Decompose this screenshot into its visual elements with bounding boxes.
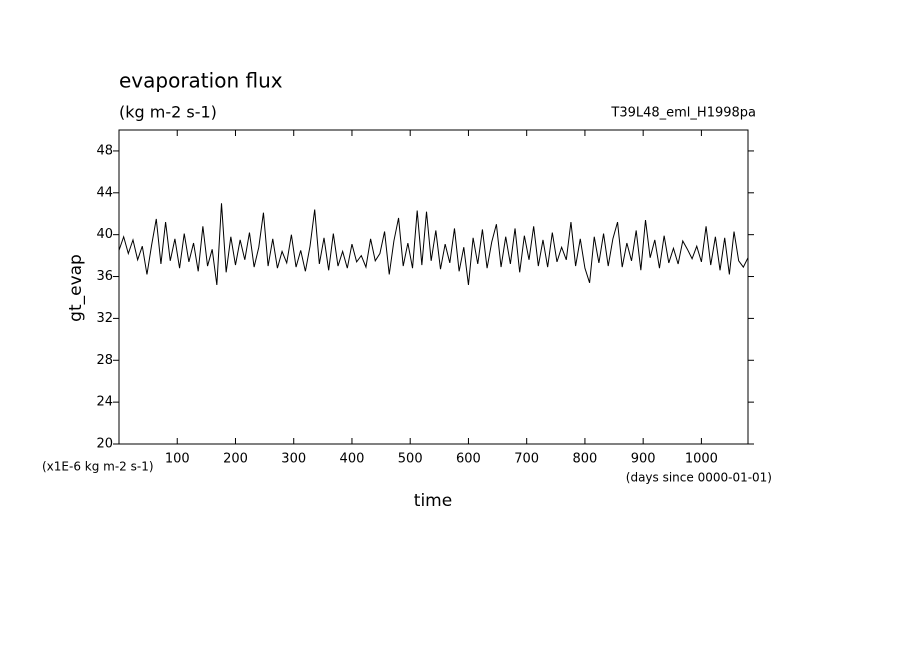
y-tick-label: 20	[96, 437, 113, 452]
x-tick-label: 100	[165, 452, 190, 467]
y-tick-label: 48	[96, 143, 113, 158]
x-tick-label: 600	[456, 452, 481, 467]
x-tick-label: 400	[340, 452, 365, 467]
chart-title: evaporation flux	[119, 69, 283, 93]
data-line	[118, 203, 749, 285]
y-tick-label: 28	[96, 353, 113, 368]
y-axis-label: gt_evap	[66, 254, 86, 322]
chart-subtitle: (kg m-2 s-1)	[119, 103, 217, 122]
x-axis-label: time	[414, 491, 452, 511]
y-tick-label: 24	[96, 395, 113, 410]
y-unit-note: (x1E-6 kg m-2 s-1)	[42, 460, 154, 474]
x-tick-label: 900	[631, 452, 656, 467]
y-tick-label: 40	[96, 227, 113, 242]
y-tick-label: 32	[96, 311, 113, 326]
x-tick-label: 1000	[685, 452, 718, 467]
x-tick-label: 300	[281, 452, 306, 467]
run-label: T39L48_eml_H1998pa	[610, 106, 756, 121]
y-tick-label: 44	[96, 185, 113, 200]
y-tick-label: 36	[96, 269, 113, 284]
x-tick-label: 700	[514, 452, 539, 467]
x-tick-label: 200	[223, 452, 248, 467]
plot-frame	[118, 129, 749, 445]
x-unit-note: (days since 0000-01-01)	[626, 471, 772, 485]
x-tick-label: 800	[573, 452, 598, 467]
x-tick-label: 500	[398, 452, 423, 467]
